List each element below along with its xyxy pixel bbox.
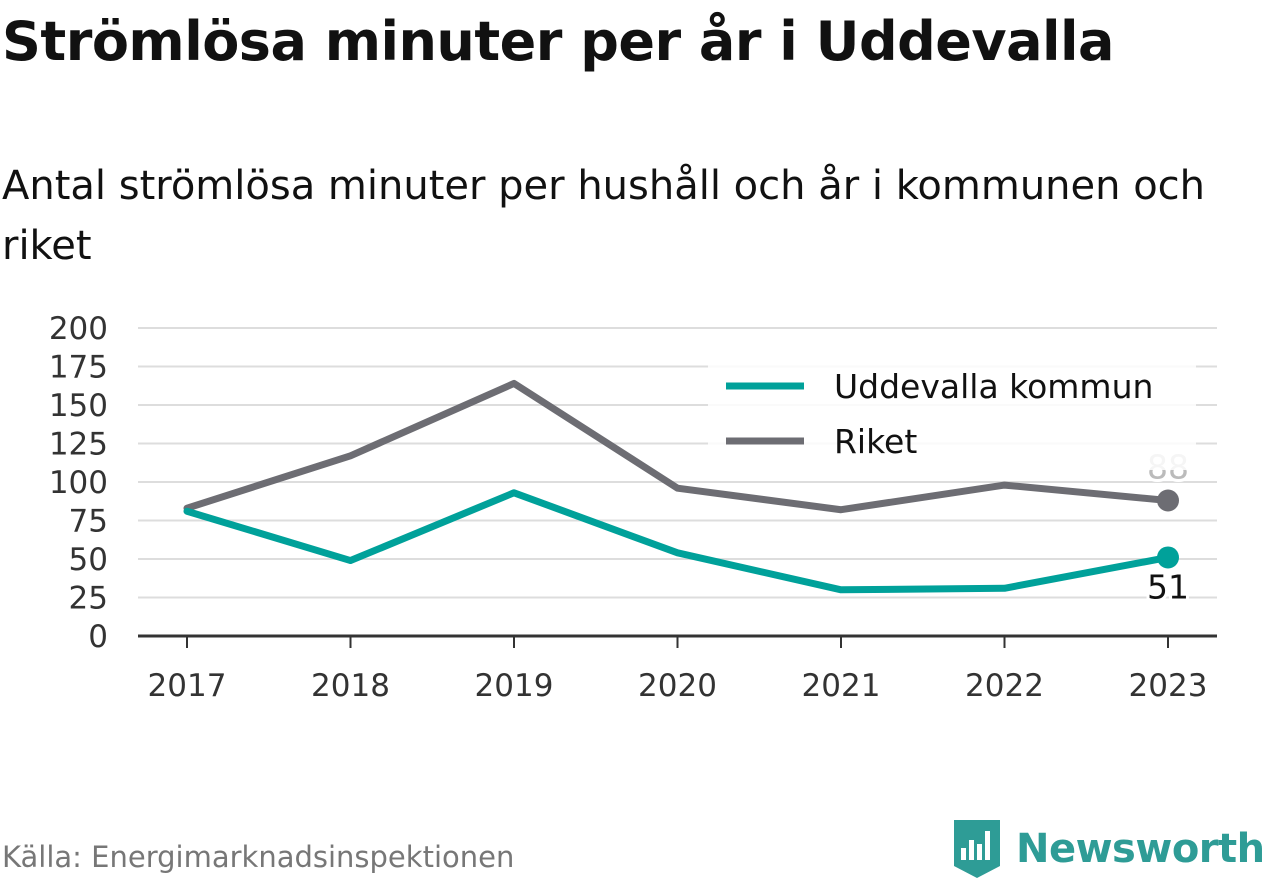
x-tick-label: 2019	[475, 668, 554, 704]
x-axis-ticks: 2017 2018 2019 2020 2021 2022 2023	[148, 636, 1208, 704]
legend-background	[708, 358, 1196, 470]
y-tick-label: 25	[69, 581, 108, 617]
end-point-marker	[1157, 489, 1179, 512]
y-tick-label: 100	[49, 465, 108, 501]
y-tick-label: 175	[49, 350, 108, 386]
x-tick-label: 2020	[638, 668, 717, 704]
x-tick-label: 2022	[965, 668, 1044, 704]
x-tick-label: 2023	[1129, 668, 1208, 704]
legend-label: Riket	[834, 422, 917, 461]
y-tick-label: 0	[88, 619, 108, 655]
end-label-uddevalla: 51	[1147, 567, 1189, 606]
x-tick-label: 2018	[311, 668, 390, 704]
series-line	[183, 379, 1172, 514]
y-tick-label: 150	[49, 388, 108, 424]
legend-label: Uddevalla kommun	[834, 367, 1153, 406]
y-tick-label: 125	[49, 427, 108, 463]
y-tick-label: 75	[69, 504, 108, 540]
y-tick-label: 200	[49, 311, 108, 347]
chart-subtitle: Antal strömlösa minuter per hushåll och …	[2, 163, 1206, 269]
chart-title: Strömlösa minuter per år i Uddevalla	[2, 10, 1115, 73]
brand-logo: Newsworthy	[952, 818, 1262, 880]
brand-name: Newsworthy	[1016, 826, 1262, 872]
x-tick-label: 2021	[802, 668, 881, 704]
legend: Uddevalla kommun Riket	[708, 358, 1196, 470]
x-tick-label: 2017	[148, 668, 227, 704]
bar-chart-badge-icon	[954, 820, 1000, 878]
source-note: Källa: Energimarknadsinspektionen	[2, 840, 515, 874]
y-tick-label: 50	[69, 542, 108, 578]
series-line	[183, 489, 1172, 594]
end-point-marker	[1157, 546, 1179, 569]
